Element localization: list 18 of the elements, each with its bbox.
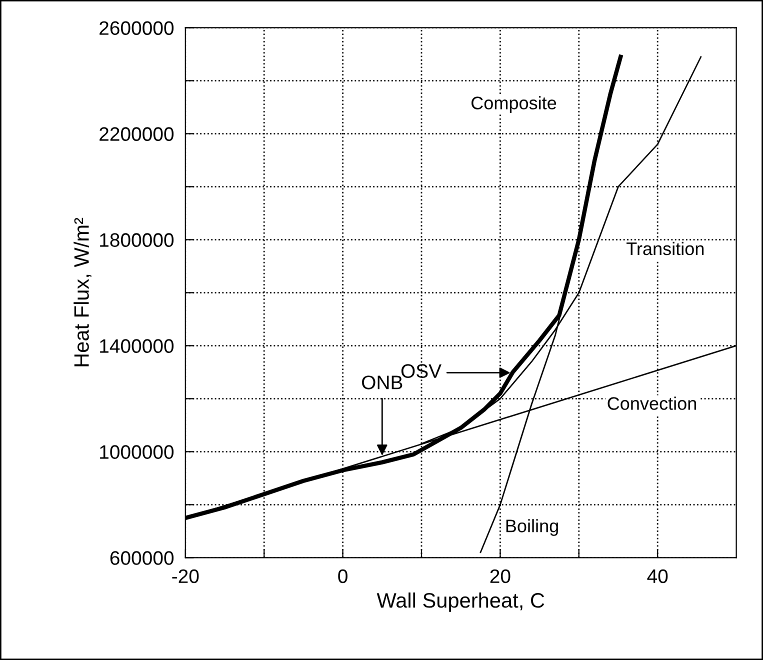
series-label: Boiling bbox=[506, 519, 558, 536]
y-tick-label: 1000000 bbox=[100, 445, 174, 459]
y-tick-label: 1800000 bbox=[100, 233, 174, 247]
annotation: OSV bbox=[401, 364, 442, 378]
series-label: Transition bbox=[626, 242, 704, 256]
y-tick-label: 1400000 bbox=[100, 339, 174, 353]
y-axis-title: Heat Flux, W/m² bbox=[74, 218, 92, 366]
x-tick-label: 20 bbox=[490, 569, 510, 584]
series-label: Convection bbox=[608, 396, 696, 410]
annotation: ONB bbox=[362, 376, 402, 390]
y-tick-label: 2200000 bbox=[100, 127, 174, 141]
x-tick-label: 40 bbox=[647, 569, 668, 584]
y-tick-label: 600000 bbox=[110, 551, 174, 565]
y-tick-label: 2600000 bbox=[100, 21, 174, 35]
text: Composite bbox=[472, 96, 556, 113]
x-tick-label: -20 bbox=[172, 569, 199, 584]
x-axis-title: Wall Superheat, C bbox=[376, 592, 544, 612]
x-tick-label: 0 bbox=[338, 569, 348, 584]
